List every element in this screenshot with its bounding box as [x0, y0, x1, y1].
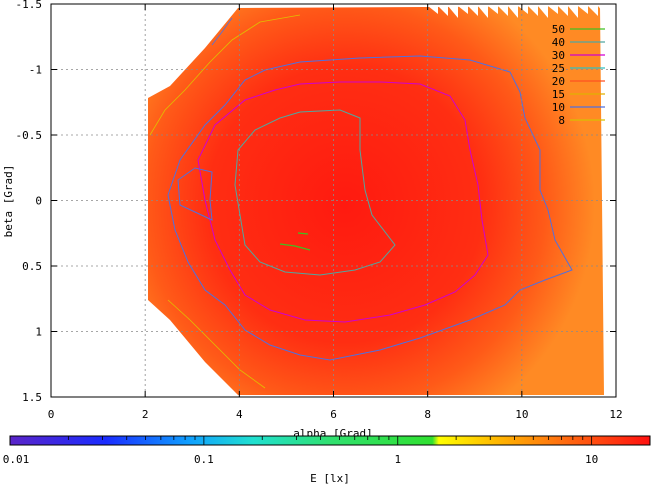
colorbar-ticks: 0.01 0.1 1 10 [3, 436, 651, 466]
sawtooth-notch [598, 6, 608, 18]
sawtooth-notch [428, 6, 438, 14]
x-tick-label: 2 [142, 408, 149, 421]
sawtooth-notch [558, 6, 568, 16]
contour-left-lobe [177, 167, 213, 221]
sawtooth-notch [498, 6, 508, 16]
y-tick-label: 1 [35, 326, 42, 339]
contour-40 [234, 109, 396, 276]
sawtooth-notch [488, 6, 498, 14]
legend-label: 50 [552, 23, 565, 36]
y-tick-label: 1.5 [22, 391, 42, 404]
sawtooth-notch [508, 6, 518, 18]
x-axis-ticks: 0 2 4 6 8 10 12 [48, 4, 623, 421]
sawtooth-notch [438, 6, 448, 16]
x-tick-label: 10 [515, 408, 528, 421]
colorbar-tick-label: 10 [585, 453, 598, 466]
sawtooth-notch [548, 6, 558, 14]
colorbar [9, 435, 651, 446]
sawtooth-notch [578, 6, 588, 14]
contour-10 [167, 55, 573, 361]
legend-label: 25 [552, 62, 565, 75]
x-tick-label: 0 [48, 408, 55, 421]
sawtooth-notch [588, 6, 598, 16]
sawtooth-notch [478, 6, 488, 18]
x-tick-label: 6 [330, 408, 337, 421]
sawtooth-notch [538, 6, 548, 18]
sawtooth-notch [568, 6, 578, 18]
x-tick-label: 12 [609, 408, 622, 421]
legend-label: 10 [552, 101, 565, 114]
sawtooth-notch [458, 6, 468, 14]
x-tick-label: 8 [424, 408, 431, 421]
colorbar-tick-label: 0.1 [194, 453, 214, 466]
contour-30 [197, 81, 489, 323]
y-axis-label: beta [Grad] [2, 165, 15, 238]
sawtooth-edge [428, 6, 608, 18]
sawtooth-notch [468, 6, 478, 16]
x-tick-label: 4 [236, 408, 243, 421]
legend-label: 20 [552, 75, 565, 88]
legend-label: 15 [552, 88, 565, 101]
y-tick-label: 0.5 [22, 260, 42, 273]
colorbar-tick-label: 0.01 [3, 453, 30, 466]
y-tick-label: -1 [29, 64, 42, 77]
y-axis-ticks: -1.5 -1 -0.5 0 0.5 1 1.5 [16, 0, 616, 404]
legend-label: 8 [558, 114, 565, 127]
grid-lines [51, 4, 616, 397]
colorbar-tick-label: 1 [394, 453, 401, 466]
y-tick-label: -1.5 [16, 0, 43, 11]
contour-50 [279, 232, 311, 251]
legend-label: 40 [552, 36, 565, 49]
contour-outer [149, 14, 301, 389]
y-tick-label: 0 [35, 195, 42, 208]
sawtooth-notch [528, 6, 538, 16]
contour-upper-left [211, 17, 233, 46]
sawtooth-notch [518, 6, 528, 14]
sawtooth-notch [448, 6, 458, 18]
colorbar-label: E [lx] [310, 472, 350, 485]
legend-label: 30 [552, 49, 565, 62]
y-tick-label: -0.5 [16, 129, 43, 142]
